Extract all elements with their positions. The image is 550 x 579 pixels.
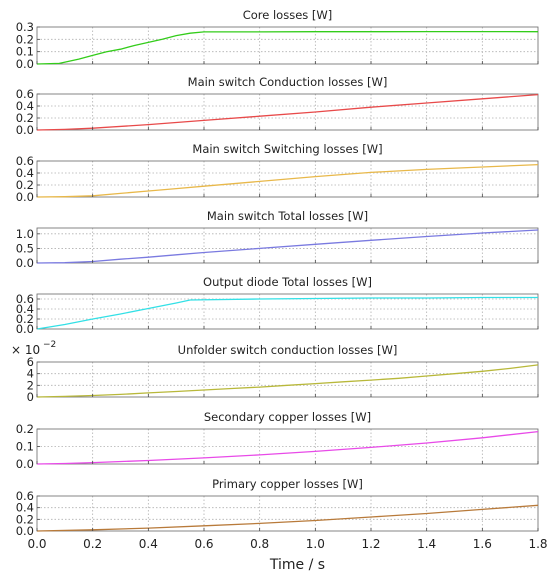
series-line [36, 296, 538, 330]
series-line [36, 163, 539, 198]
y-tick-label: 0.3 [16, 20, 34, 34]
series-line [36, 430, 539, 465]
y-tick-label: 0.2 [16, 312, 34, 326]
y-tick-label: 0.2 [16, 32, 34, 46]
plot-frame [36, 160, 539, 198]
chart-title: Secondary copper losses [W] [204, 410, 371, 424]
series-line [36, 93, 539, 131]
y-tick-label: 0.0 [16, 256, 34, 270]
y-tick-label: 1.0 [16, 227, 34, 241]
y-tick-label: 0.0 [16, 57, 34, 71]
chart-panel-8: Primary copper losses [W] 0.00.20.40.6 [16, 477, 539, 538]
axis-multiplier-exponent: −2 [43, 340, 56, 350]
y-tick-label: 0.4 [16, 302, 34, 316]
y-tick-label: 0.6 [16, 292, 34, 306]
x-tick-label: 0.4 [139, 537, 158, 551]
x-tick-label: 1.4 [417, 537, 436, 551]
x-tick-label: 1.0 [306, 537, 325, 551]
plot-frame [36, 227, 539, 264]
chart-panel-3: Main switch Switching losses [W]0.00.20.… [16, 142, 539, 204]
y-tick-label: 0 [27, 390, 34, 404]
series-line [36, 504, 539, 532]
x-tick-label: 0.0 [27, 537, 46, 551]
chart-title: Core losses [W] [243, 8, 333, 22]
x-tick-label: 1.8 [528, 537, 547, 551]
y-tick-label: 0.1 [16, 440, 34, 454]
y-tick-label: 0.0 [16, 123, 34, 137]
chart-title: Unfolder switch conduction losses [W] [178, 343, 398, 357]
chart-title: Main switch Total losses [W] [207, 209, 368, 223]
plot-frame [36, 26, 539, 65]
chart-panel-7: Secondary copper losses [W] 0.0 0.1 0.2 [16, 410, 539, 471]
chart-panel-5: Output diode Total losses [W] 0.00.20.40.… [16, 275, 539, 336]
x-tick-label: 1.2 [361, 537, 380, 551]
y-tick-label: 0.4 [16, 501, 34, 515]
y-tick-label: 0.5 [16, 241, 34, 255]
series-line [36, 364, 539, 398]
plot-frame [36, 495, 539, 532]
y-tick-label: 0.0 [16, 322, 34, 336]
chart-title: Primary copper losses [W] [212, 477, 363, 491]
x-tick-label: 0.8 [250, 537, 269, 551]
y-tick-label: 0.6 [16, 489, 34, 503]
y-tick-label: 4 [27, 367, 34, 381]
chart-panel-1: Core losses [W] 0.00.10.20.3 [16, 8, 539, 71]
x-tick-label: 1.6 [473, 537, 492, 551]
chart-title: Output diode Total losses [W] [203, 275, 372, 289]
y-tick-label: 0.2 [16, 512, 34, 526]
plot-frame [36, 293, 539, 330]
y-tick-label: 0.4 [16, 166, 34, 180]
y-tick-label: 0.6 [16, 87, 34, 101]
x-tick-label: 0.6 [194, 537, 213, 551]
x-axis-label: Time / s [269, 557, 325, 573]
series-line [36, 30, 539, 65]
axis-multiplier: × 10 [11, 343, 40, 357]
plot-frame [36, 361, 539, 398]
chart-panel-2: Main switch Conduction losses [W]0.00.20… [16, 75, 539, 137]
y-tick-label: 0.4 [16, 99, 34, 113]
chart-title: Main switch Conduction losses [W] [188, 75, 388, 89]
chart-title: Main switch Switching losses [W] [192, 142, 382, 156]
y-tick-label: 2 [27, 378, 34, 392]
y-tick-label: 0.2 [16, 422, 34, 436]
y-tick-label: 0.6 [16, 154, 34, 168]
y-tick-label: 0.1 [16, 45, 34, 59]
series-line [36, 229, 539, 264]
plot-frame [36, 428, 539, 465]
y-tick-label: 6 [27, 355, 34, 369]
y-tick-label: 0.2 [16, 111, 34, 125]
y-tick-label: 0.2 [16, 178, 34, 192]
chart-panel-6: Unfolder switch conduction losses [W] × 1… [11, 340, 539, 404]
y-tick-label: 0.0 [16, 457, 34, 471]
x-tick-label: 0.2 [83, 537, 102, 551]
y-tick-label: 0.0 [16, 524, 34, 538]
chart-panel-4: Main switch Total losses [W] 0.00.51.0 [16, 209, 539, 270]
y-tick-label: 0.0 [16, 190, 34, 204]
plot-frame [36, 93, 539, 131]
